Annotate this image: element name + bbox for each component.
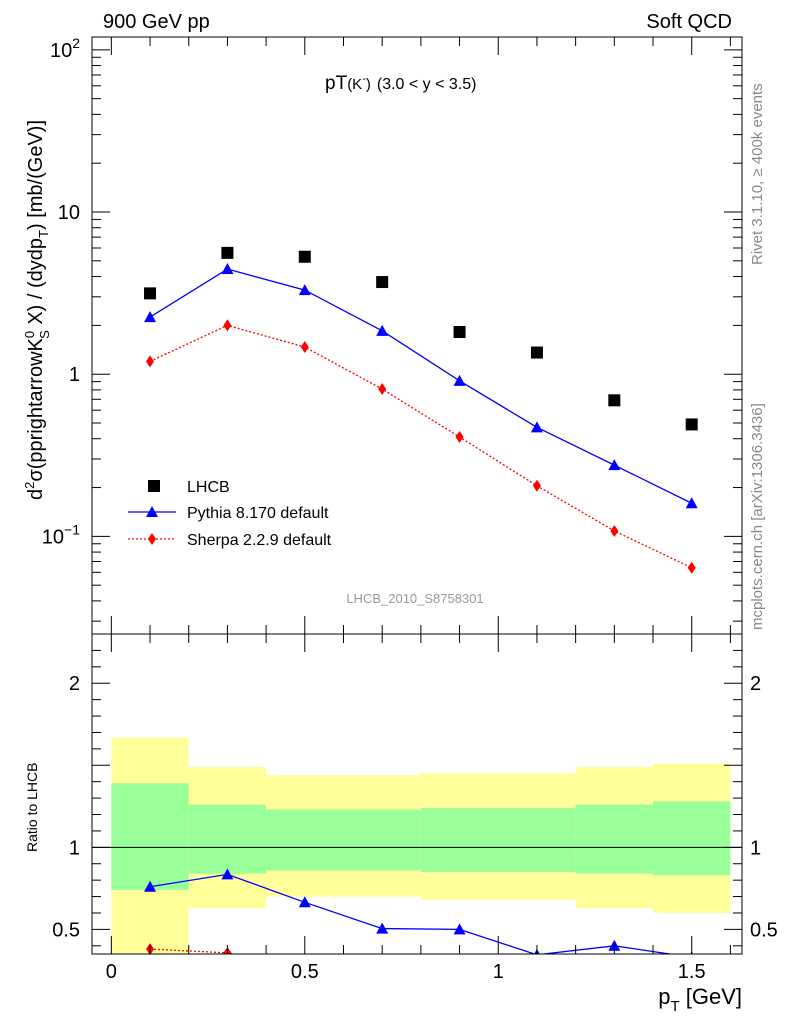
- data-point-2-5: [532, 479, 541, 492]
- x-axis-label: pT [GeV]: [658, 984, 742, 1015]
- ratio-frame: [91, 633, 743, 955]
- ratio-point-1-5: [533, 981, 541, 993]
- data-point-0-2: [298, 250, 311, 263]
- main-panel: 10−1 1 10 102 pT(K-) (3.0 < y < 3.5) d2σ(ppr…: [22, 35, 743, 635]
- band-green-4: [575, 804, 654, 874]
- main-y-tick-label: 10−1: [42, 521, 80, 548]
- ratio-uncertainty-bands: [111, 737, 731, 954]
- ratio-x-tick-labels: 0 0.5 1 1.5: [106, 961, 706, 983]
- ratio-point-0-2: [298, 896, 311, 908]
- legend: LHCB Pythia 8.170 default Sherpa 2.2.9 d…: [128, 479, 332, 549]
- ratio-y-axis-label: Ratio to LHCB: [24, 763, 40, 852]
- legend-lhcb-label: LHCB: [187, 479, 230, 496]
- data-point-1-4: [453, 374, 466, 386]
- main-y-tick-labels: 10−1 1 10 102: [42, 35, 80, 549]
- data-point-0-3: [376, 276, 389, 289]
- title-range-text: (3.0 < y < 3.5): [377, 76, 477, 93]
- data-point-1-1: [221, 263, 234, 275]
- ratio-point-0-3: [376, 922, 389, 934]
- ratio-y-tick-label: 0.5: [52, 919, 80, 941]
- data-point-2-3: [378, 383, 387, 396]
- legend-sherpa-diamond-marker: [148, 533, 156, 545]
- data-point-0-0: [144, 287, 157, 300]
- data-point-2-1: [223, 319, 232, 332]
- main-y-tick-label: 1: [69, 364, 80, 386]
- data-point-1-0: [144, 311, 157, 323]
- ratio-panel: 0.5 0.5 1 1 2 2 0 0.5 1 1.5 Ratio to LHCB pT [Ge…: [24, 633, 778, 1015]
- legend-pythia-triangle-marker: [146, 506, 158, 517]
- mcplots-label: mcplots.cern.ch [arXiv:1306.3436]: [749, 403, 766, 630]
- data-point-2-6: [610, 524, 619, 537]
- band-green-3: [420, 807, 576, 872]
- data-point-2-4: [455, 430, 464, 443]
- main-plot-title: pT(K-) (3.0 < y < 3.5): [325, 73, 476, 94]
- ratio-y-tick-label: 2: [69, 673, 80, 695]
- main-y-tick-label: 10: [58, 202, 80, 224]
- ratio-line-1: [150, 948, 239, 954]
- main-y-axis-label: d2σ(pprightarrowK0S X) / (dydpT) [mb/(Ge…: [22, 120, 52, 500]
- data-point-0-5: [530, 346, 543, 359]
- ratio-point-1-4: [456, 969, 464, 981]
- data-point-2-0: [146, 355, 155, 368]
- main-series-group: [144, 246, 698, 574]
- title-particle-close: ): [366, 76, 371, 93]
- legend-lhcb-square-marker: [148, 480, 160, 492]
- ratio-axis-ticks: [92, 634, 742, 954]
- ratio-y-tick-label: 1: [69, 837, 80, 859]
- legend-sherpa-label: Sherpa 2.2.9 default: [187, 532, 332, 549]
- title-particle-text: (K: [347, 76, 362, 93]
- data-point-1-7: [685, 497, 698, 509]
- band-green-1: [188, 804, 267, 874]
- x-tick-label: 1.5: [678, 961, 706, 983]
- x-tick-label: 0.5: [291, 961, 319, 983]
- header-category-label: Soft QCD: [646, 11, 732, 33]
- analysis-watermark: LHCB_2010_S8758301: [346, 591, 483, 606]
- band-green-2: [266, 809, 421, 871]
- header-energy-label: 900 GeV pp: [103, 11, 210, 33]
- ratio-y-tick-label-right: 1: [750, 837, 761, 859]
- data-point-0-7: [685, 418, 698, 431]
- title-particle-sup: -: [362, 73, 366, 85]
- series-line-1: [149, 268, 692, 504]
- ratio-point-1-6: [610, 980, 618, 992]
- ratio-point-0-1: [221, 868, 234, 880]
- ratio-y-tick-labels: 0.5 0.5 1 1 2 2: [52, 673, 778, 941]
- legend-entry-sherpa: Sherpa 2.2.9 default: [128, 532, 332, 549]
- x-tick-label: 0: [106, 961, 117, 983]
- data-point-0-6: [608, 394, 621, 407]
- ratio-y-tick-label-right: 2: [750, 673, 761, 695]
- band-green-5: [653, 801, 731, 876]
- legend-entry-lhcb: LHCB: [148, 479, 230, 496]
- data-point-2-7: [687, 561, 696, 574]
- band-green-0: [111, 783, 189, 890]
- ratio-point-0-4: [453, 923, 466, 935]
- x-tick-label: 1: [493, 961, 504, 983]
- rivet-version-label: Rivet 3.1.10, ≥ 400k events: [749, 83, 766, 265]
- title-main-text: pT: [325, 73, 348, 94]
- ratio-point-1-3: [378, 969, 386, 981]
- main-axis-ticks: [92, 37, 742, 634]
- ratio-line-0: [149, 873, 675, 954]
- data-point-2-2: [300, 341, 309, 354]
- data-point-0-4: [453, 326, 466, 339]
- legend-pythia-label: Pythia 8.170 default: [187, 505, 329, 522]
- data-point-1-6: [608, 459, 621, 471]
- data-point-0-1: [221, 246, 234, 259]
- ratio-point-0-0: [144, 880, 157, 892]
- data-point-1-5: [530, 421, 543, 433]
- data-point-1-3: [376, 324, 389, 336]
- legend-entry-pythia: Pythia 8.170 default: [128, 505, 329, 522]
- ratio-y-tick-label-right: 0.5: [750, 919, 778, 941]
- main-y-tick-label: 102: [50, 35, 80, 62]
- data-point-1-2: [298, 284, 311, 296]
